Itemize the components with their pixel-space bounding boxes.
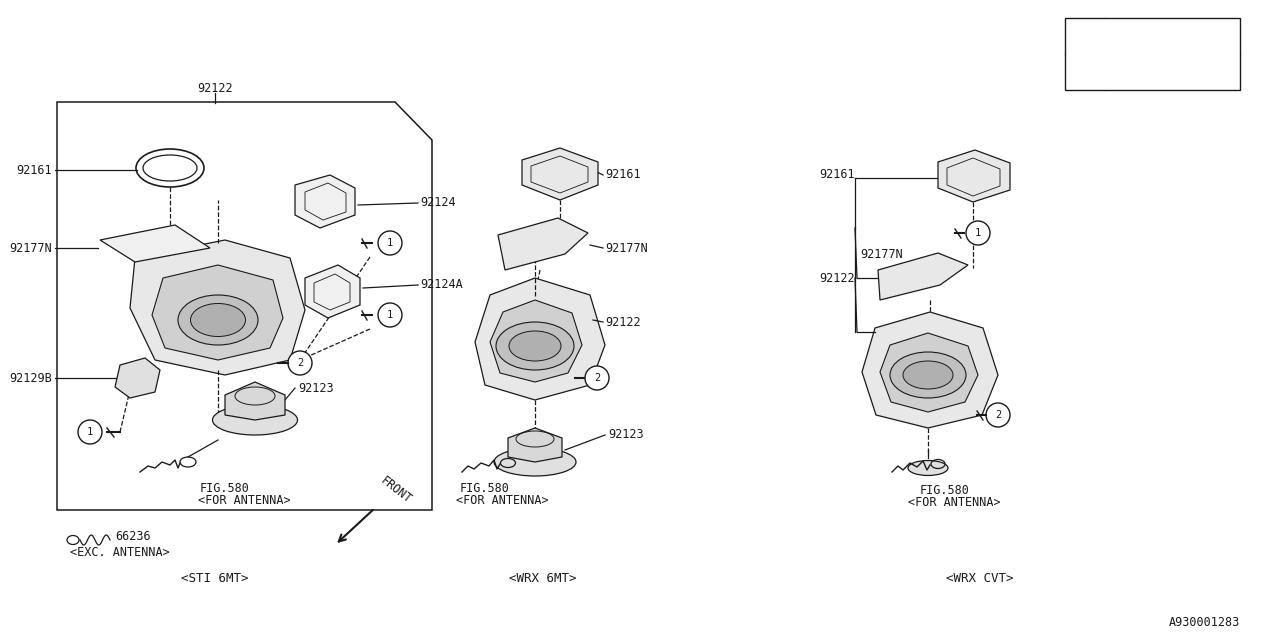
Ellipse shape — [509, 331, 561, 361]
Polygon shape — [294, 175, 355, 228]
Text: 2: 2 — [297, 358, 303, 368]
Polygon shape — [490, 300, 582, 382]
Text: <STI 6MT>: <STI 6MT> — [182, 572, 248, 584]
Ellipse shape — [497, 322, 573, 370]
Circle shape — [966, 221, 989, 245]
Text: 2: 2 — [594, 373, 600, 383]
Polygon shape — [152, 265, 283, 360]
Text: 92122: 92122 — [197, 81, 233, 95]
Polygon shape — [475, 278, 605, 400]
Text: 92123: 92123 — [298, 381, 334, 394]
Polygon shape — [115, 358, 160, 398]
Text: <FOR ANTENNA>: <FOR ANTENNA> — [456, 495, 549, 508]
Text: 92177N: 92177N — [860, 248, 902, 262]
Ellipse shape — [191, 303, 246, 337]
Text: 1: 1 — [975, 228, 982, 238]
Text: W130092: W130092 — [1110, 67, 1157, 77]
Ellipse shape — [902, 361, 954, 389]
Circle shape — [288, 351, 312, 375]
Circle shape — [378, 231, 402, 255]
Circle shape — [78, 420, 102, 444]
Text: <EXC. ANTENNA>: <EXC. ANTENNA> — [70, 545, 170, 559]
Text: 92129B: 92129B — [9, 371, 52, 385]
Text: 92177N: 92177N — [9, 241, 52, 255]
Text: 2: 2 — [995, 410, 1001, 420]
Polygon shape — [131, 240, 305, 375]
Polygon shape — [100, 225, 210, 262]
Polygon shape — [498, 218, 588, 270]
Text: FIG.580: FIG.580 — [200, 481, 250, 495]
Text: <WRX CVT>: <WRX CVT> — [946, 572, 1014, 584]
Polygon shape — [938, 150, 1010, 202]
Text: 1: 1 — [387, 310, 393, 320]
Circle shape — [1076, 27, 1094, 45]
Text: FIG.580: FIG.580 — [920, 483, 970, 497]
Circle shape — [1076, 63, 1094, 81]
Circle shape — [585, 366, 609, 390]
Text: 2: 2 — [1082, 67, 1088, 77]
Text: A930001283: A930001283 — [1169, 616, 1240, 628]
Text: <FOR ANTENNA>: <FOR ANTENNA> — [198, 495, 291, 508]
Text: 92161: 92161 — [17, 163, 52, 177]
Text: 92177N: 92177N — [605, 241, 648, 255]
Polygon shape — [881, 333, 978, 412]
Text: FRONT: FRONT — [378, 474, 413, 506]
Polygon shape — [522, 148, 598, 200]
Text: 92161: 92161 — [819, 168, 855, 182]
Text: 1: 1 — [387, 238, 393, 248]
Text: 92124A: 92124A — [420, 278, 463, 291]
Text: 92122: 92122 — [605, 316, 640, 328]
Polygon shape — [861, 312, 998, 428]
Text: 1: 1 — [87, 427, 93, 437]
Polygon shape — [225, 382, 285, 420]
Text: 92124: 92124 — [420, 196, 456, 209]
Text: 92122: 92122 — [819, 271, 855, 285]
Bar — [1065, 18, 1240, 90]
Text: <WRX 6MT>: <WRX 6MT> — [509, 572, 577, 584]
Text: 66236: 66236 — [115, 531, 151, 543]
Circle shape — [378, 303, 402, 327]
Text: 92161: 92161 — [605, 168, 640, 182]
Text: <FOR ANTENNA>: <FOR ANTENNA> — [908, 497, 1001, 509]
Circle shape — [986, 403, 1010, 427]
Text: Q500031: Q500031 — [1110, 31, 1157, 41]
Ellipse shape — [494, 448, 576, 476]
Text: 92123: 92123 — [608, 429, 644, 442]
Polygon shape — [878, 253, 968, 300]
Ellipse shape — [890, 352, 966, 398]
Ellipse shape — [178, 295, 259, 345]
Text: FIG.580: FIG.580 — [460, 481, 509, 495]
Ellipse shape — [908, 461, 948, 476]
Polygon shape — [305, 265, 360, 318]
Ellipse shape — [212, 405, 297, 435]
Text: 1: 1 — [1082, 31, 1088, 41]
Polygon shape — [508, 428, 562, 462]
